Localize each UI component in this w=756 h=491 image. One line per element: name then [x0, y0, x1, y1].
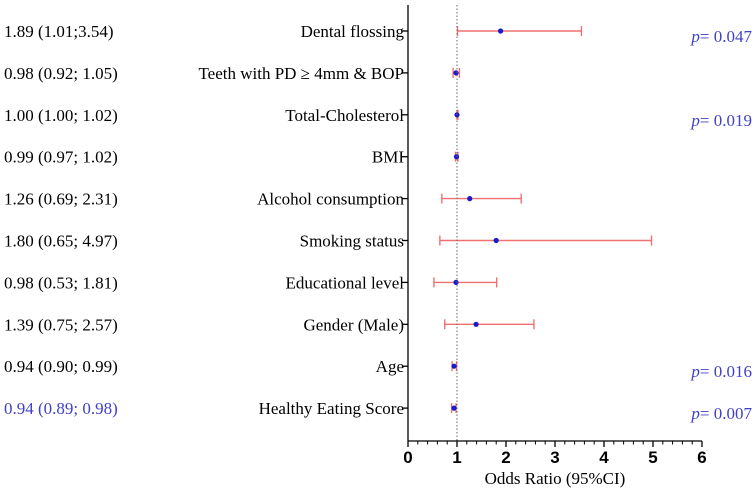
odds-ratio-point — [451, 363, 457, 369]
row-label: Educational level — [286, 273, 405, 292]
forest-row: 1.00 (1.00; 1.02) Total-Cholesterol p= 0.0… — [4, 106, 752, 130]
x-axis-title: Odds Ratio (95%CI) — [485, 469, 626, 488]
x-tick-label: 4 — [599, 448, 609, 467]
forest-row: 1.26 (0.69; 2.31) Alcohol consumption — [4, 190, 522, 209]
forest-row: 0.98 (0.92; 1.05) Teeth with PD ≥ 4mm & B… — [4, 64, 461, 83]
forest-row: 1.39 (0.75; 2.57) Gender (Male) — [4, 315, 535, 334]
x-tick-label: 1 — [452, 448, 461, 467]
row-label: Gender (Male) — [303, 315, 404, 334]
ci-value-text: 1.89 (1.01;3.54) — [4, 22, 114, 41]
forest-row: 0.99 (0.97; 1.02) BMI — [4, 148, 460, 167]
ci-value-text: 0.94 (0.89; 0.98) — [4, 399, 118, 418]
forest-rows: 1.89 (1.01;3.54) Dental flossing p= 0.047 0… — [4, 22, 752, 423]
forest-row: 0.94 (0.89; 0.98) Healthy Eating Score p= … — [4, 399, 752, 423]
odds-ratio-point — [493, 237, 499, 244]
ci-value-text: 0.98 (0.53; 1.81) — [4, 273, 118, 292]
row-label: Healthy Eating Score — [259, 399, 404, 418]
x-tick-label: 2 — [501, 448, 510, 467]
ci-value-text: 1.26 (0.69; 2.31) — [4, 190, 118, 209]
ci-value-text: 1.00 (1.00; 1.02) — [4, 106, 118, 125]
ci-value-text: 0.99 (0.97; 1.02) — [4, 148, 118, 167]
x-tick-label: 6 — [697, 448, 706, 467]
odds-ratio-point — [467, 196, 473, 202]
row-label: Smoking status — [300, 232, 404, 251]
odds-ratio-point — [453, 70, 459, 76]
x-tick-label: 0 — [403, 448, 412, 467]
row-label: Dental flossing — [301, 22, 405, 41]
forest-row: 0.98 (0.53; 1.81) Educational level — [4, 273, 498, 292]
ci-value-text: 1.80 (0.65; 4.97) — [4, 232, 118, 251]
p-value-label: p= 0.007 — [690, 404, 752, 423]
row-label: Teeth with PD ≥ 4mm & BOP — [198, 64, 404, 83]
odds-ratio-point — [473, 321, 479, 327]
odds-ratio-point — [451, 405, 457, 411]
forest-row: 0.94 (0.90; 0.99) Age p= 0.016 — [4, 357, 752, 381]
p-value-label: p= 0.016 — [690, 362, 752, 381]
p-value-label: p= 0.047 — [690, 27, 752, 46]
x-tick-label: 3 — [550, 448, 559, 467]
ci-value-text: 0.98 (0.92; 1.05) — [4, 64, 118, 83]
row-label: BMI — [372, 148, 404, 167]
row-label: Total-Cholesterol — [285, 106, 404, 125]
ci-value-text: 0.94 (0.90; 0.99) — [4, 357, 118, 376]
odds-ratio-point — [453, 279, 459, 285]
ci-value-text: 1.39 (0.75; 2.57) — [4, 315, 118, 334]
row-label: Alcohol consumption — [257, 190, 404, 209]
forest-row: 1.89 (1.01;3.54) Dental flossing p= 0.047 — [4, 22, 752, 46]
odds-ratio-point — [498, 28, 504, 34]
forest-row: 1.80 (0.65; 4.97) Smoking status — [4, 232, 653, 251]
x-tick-label: 5 — [648, 448, 657, 467]
row-label: Age — [376, 357, 404, 376]
p-value-label: p= 0.019 — [690, 111, 752, 130]
forest-axes: 0 1 2 3 4 5 6 — [403, 5, 707, 467]
